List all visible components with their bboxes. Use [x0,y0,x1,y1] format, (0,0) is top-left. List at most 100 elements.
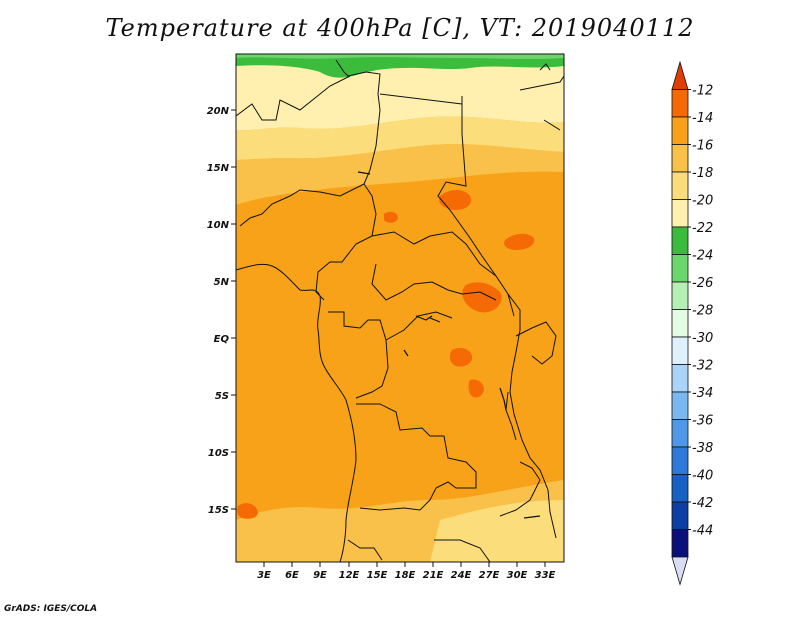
lake-tanganyika [505,391,517,441]
border-libya-chad [379,93,463,105]
border-angola [356,403,477,511]
border-cameroon [315,213,377,301]
colorbar-swatch [671,309,689,338]
colorbar-label: -26 [692,276,713,291]
coast-red-sea [519,75,564,91]
colorbar-label: -12 [692,84,713,99]
colorbar-swatch [671,171,689,200]
map-title: Temperature at 400hPa [C], VT: 201904011… [105,14,695,42]
colorbar-swatch [671,419,689,448]
lat-tick-label: EQ [214,334,230,345]
lon-tick-label: 6E [285,570,299,581]
colorbar-swatch [671,391,689,420]
colorbar-label: -36 [692,414,713,429]
lat-tick-label: 15N [207,163,230,174]
colorbar-label: -44 [692,524,713,539]
border-east-lakes [507,293,557,539]
colorbar-swatch [671,144,689,173]
lat-tick-label: 15S [208,505,229,516]
field-green-band [236,54,564,78]
lake-victoria [515,321,557,365]
hotspot-congo [449,348,473,367]
lon-tick-label: 30E [507,570,528,581]
lon-tick-label: 15E [367,570,388,581]
colorbar-label: -38 [692,441,713,456]
lon-tick-label: 33E [535,570,556,581]
field-south-pale [430,500,564,562]
colorbar-label: -24 [692,249,713,264]
colorbar-swatch [671,529,689,558]
colorbar-label: -20 [692,194,713,209]
colorbar-swatch [671,336,689,365]
plot-frame [235,53,565,563]
boundaries [236,59,564,562]
lon-axis: 3E 6E 9E 12E 15E 18E 21E 24E 27E 30E 33E [257,562,556,581]
colorbar-label: -14 [692,111,713,126]
colorbar-label: -30 [692,331,713,346]
lat-tick-label: 20N [207,106,230,117]
colorbar-swatch [671,474,689,503]
coast-east [543,119,561,131]
border-zambia [499,461,541,517]
lat-tick-label: 5S [215,391,229,402]
colorbar-swatch [671,501,689,530]
hotspot-lakes [468,379,484,398]
field-north-pale [236,54,564,131]
colorbar-swatch [671,254,689,283]
colorbar-top-arrow [671,60,689,90]
border-sudan [437,96,515,317]
field-green-light [236,54,564,59]
colorbar-label: -16 [692,139,713,154]
coastline-west [236,263,357,562]
lon-tick-label: 18E [395,570,416,581]
water-features [357,171,541,519]
lon-tick-label: 9E [313,570,327,581]
colorbar-swatch [671,116,689,145]
hotspot-southwest [237,503,258,519]
colorbar-label: -28 [692,304,713,319]
border-south [434,539,491,562]
hotspot-central [462,282,502,313]
lat-tick-label: 10N [207,220,230,231]
grads-credit: GrADS: IGES/COLA [4,604,98,614]
border-nigeria-north [239,183,365,227]
colorbar-swatch [671,89,689,118]
colorbar-swatch [671,364,689,393]
border-congo-drc [385,311,453,341]
border-mali-niger [236,75,351,121]
field-central-orange [259,175,564,440]
colorbar-swatch [671,226,689,255]
field-north-light [236,116,564,160]
colorbar-label: -32 [692,359,713,374]
lat-tick-label: 5N [214,277,230,288]
hotspot-north [439,190,472,210]
colorbar-label: -22 [692,221,713,236]
field-sahel [236,144,564,205]
border-car-south [371,263,497,301]
lon-tick-label: 3E [257,570,271,581]
lon-tick-label: 12E [339,570,360,581]
lon-tick-label: 24E [451,570,472,581]
border-namibia [347,539,383,561]
border-gabon-congo [328,311,389,399]
colorbar-swatch [671,281,689,310]
colorbar: -12 -14 -16 -18 -20 -22 -24 -26 -28 -30 -32 -34 -36 -… [671,60,713,586]
lat-axis: 20N 15N 10N 5N EQ 5S 10S 15S [207,106,236,516]
hotspot-chad [384,211,398,223]
coast-ne [539,63,551,71]
hotspot-east [504,233,535,250]
colorbar-label: -18 [692,166,713,181]
colorbar-bottom-arrow [671,556,689,586]
border-car-north [371,231,497,277]
colorbar-swatch [671,446,689,475]
colorbar-label: -40 [692,469,713,484]
border-niger-chad [335,59,381,215]
lat-tick-label: 10S [208,448,229,459]
colorbar-swatch [671,199,689,228]
temperature-field [236,54,564,562]
colorbar-label: -42 [692,496,713,511]
colorbar-label: -34 [692,386,713,401]
lon-tick-label: 21E [423,570,444,581]
lon-tick-label: 27E [479,570,500,581]
